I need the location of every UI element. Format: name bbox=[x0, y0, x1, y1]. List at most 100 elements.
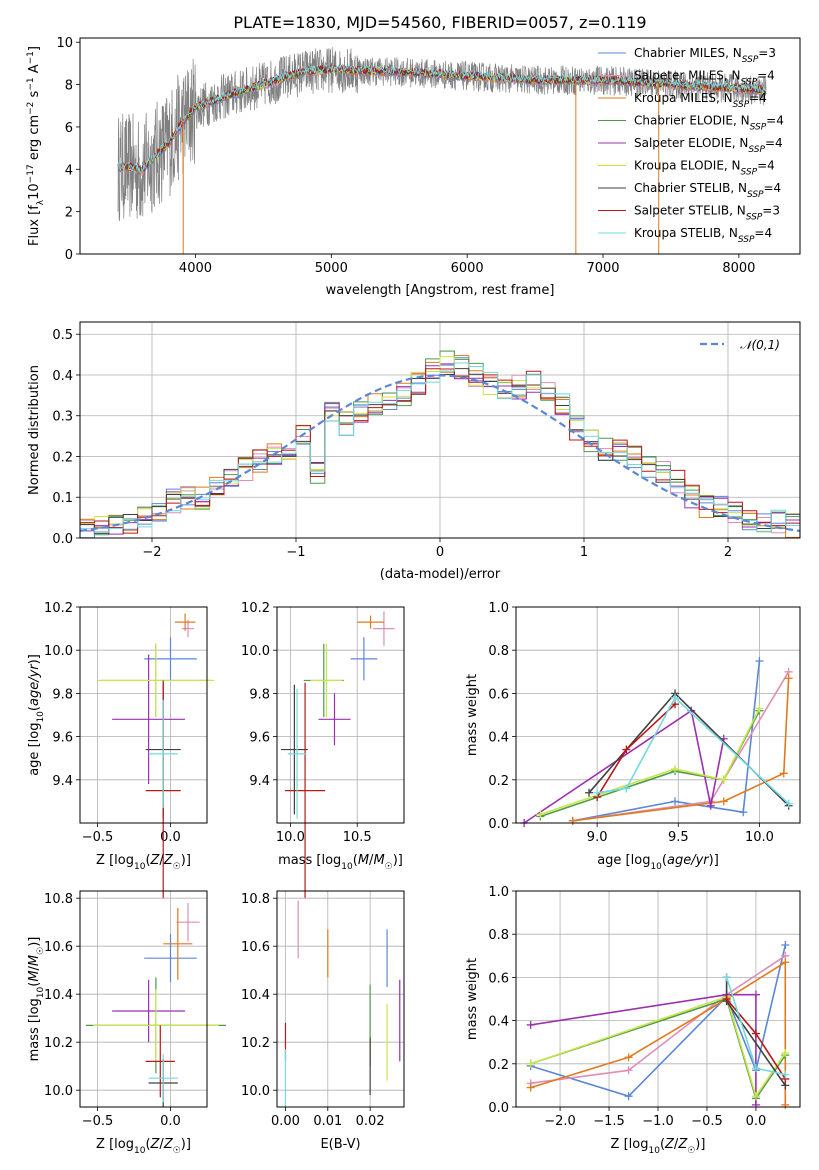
mass-weight-marker bbox=[722, 973, 731, 982]
axes-frame bbox=[515, 890, 801, 1108]
y-tick-label: 10.0 bbox=[44, 1084, 73, 1099]
x-axis-label: age [log10(age/yr)] bbox=[597, 853, 719, 872]
mass-weight-marker bbox=[671, 797, 680, 806]
y-tick-label: 0.8 bbox=[488, 644, 509, 659]
x-tick-label: 0 bbox=[436, 545, 444, 560]
y-tick-label: 0.4 bbox=[488, 1015, 509, 1030]
chart-mass-weight-vs-age: 9.0 9.5 10.0 0.0 0.2 0.4 0.6 0.8 1.0 age [log10(a… bbox=[465, 601, 801, 872]
mass-weight-marker bbox=[593, 788, 602, 797]
mass-weight-line bbox=[596, 696, 790, 805]
chart-spectrum: 4000 5000 6000 7000 8000 0 2 4 6 8 10 wavelength [A… bbox=[26, 36, 801, 298]
x-tick-label: 0.00 bbox=[271, 1114, 300, 1129]
axes-frame bbox=[79, 37, 801, 255]
chart-age-vs-metallicity: −0.5 0.0 9.4 9.6 9.8 10.0 10.2 Z [log10(Z/Z☉)] a… bbox=[27, 601, 215, 899]
mass-weight-marker bbox=[755, 657, 764, 665]
y-tick-label: 2 bbox=[65, 206, 73, 221]
x-tick-label: 0.0 bbox=[746, 1114, 767, 1129]
legend-entry: Kroupa MILES, NSSP=4 bbox=[634, 91, 767, 110]
mass-weight-marker bbox=[568, 816, 577, 825]
x-tick-label: −0.5 bbox=[691, 1114, 723, 1129]
legend-entry: 𝒩(0,1) bbox=[740, 338, 780, 352]
x-tick-label: 9.0 bbox=[587, 830, 608, 845]
mass-weight-line bbox=[540, 708, 761, 816]
mass-weight-marker bbox=[751, 990, 760, 999]
x-tick-label: 2 bbox=[724, 545, 732, 560]
chart-residual-histogram: −2 −1 0 1 2 0.0 0.1 0.2 0.3 0.4 0.5 𝒩(0,1) (data-mod… bbox=[27, 321, 801, 582]
y-axis-label: mass weight bbox=[465, 674, 480, 756]
x-axis-label: E(B-V) bbox=[320, 1137, 360, 1152]
y-axis-label: Normed distribution bbox=[27, 365, 42, 495]
y-tick-label: 9.6 bbox=[249, 731, 270, 746]
axes-frame bbox=[276, 890, 405, 1108]
y-tick-label: 1.0 bbox=[488, 885, 509, 900]
y-tick-label: 0.8 bbox=[488, 928, 509, 943]
y-axis-label: age [log10(age/yr)] bbox=[27, 654, 46, 776]
y-tick-label: 4 bbox=[65, 163, 73, 178]
legend-entry: Chabrier STELIB, NSSP=4 bbox=[634, 181, 781, 200]
mass-weight-line bbox=[530, 955, 786, 1084]
mass-weight-marker bbox=[781, 958, 790, 967]
mass-weight-marker bbox=[624, 1066, 633, 1075]
y-tick-label: 0.3 bbox=[52, 410, 73, 425]
legend-entry: Chabrier MILES, NSSP=3 bbox=[634, 46, 776, 65]
y-tick-label: 9.4 bbox=[249, 774, 270, 789]
x-tick-label: −0.5 bbox=[82, 830, 114, 845]
histogram-step-line bbox=[80, 362, 800, 538]
x-tick-label: 0.01 bbox=[313, 1114, 342, 1129]
y-tick-label: 0.5 bbox=[52, 328, 73, 343]
mass-weight-marker bbox=[622, 784, 631, 793]
legend-entry: Salpeter MILES, NSSP=4 bbox=[634, 69, 775, 88]
x-tick-label: 0.0 bbox=[160, 830, 181, 845]
x-tick-label: −2 bbox=[142, 545, 161, 560]
x-tick-label: 10.0 bbox=[276, 830, 305, 845]
x-tick-label: 0.02 bbox=[356, 1114, 385, 1129]
mass-weight-marker bbox=[779, 769, 788, 778]
x-tick-label: 0.0 bbox=[160, 1114, 181, 1129]
y-tick-label: 0.0 bbox=[488, 817, 509, 832]
x-tick-label: 9.5 bbox=[668, 830, 689, 845]
y-tick-label: 6 bbox=[65, 121, 73, 136]
x-tick-label: 5000 bbox=[315, 261, 348, 276]
legend-entry: Salpeter STELIB, NSSP=3 bbox=[634, 204, 780, 223]
mass-weight-marker bbox=[624, 1053, 633, 1062]
mass-weight-marker bbox=[624, 1092, 633, 1101]
mass-weight-line bbox=[523, 709, 725, 824]
y-tick-label: 10 bbox=[56, 36, 73, 51]
histogram-step-line bbox=[80, 368, 800, 538]
histogram-area bbox=[80, 350, 800, 538]
mass-weight-line bbox=[572, 678, 790, 822]
y-tick-label: 0.1 bbox=[52, 491, 73, 506]
mass-weight-marker bbox=[784, 799, 793, 808]
y-axis-label: mass weight bbox=[465, 958, 480, 1040]
chart-age-vs-mass: 10.0 10.5 9.4 9.6 9.8 10.0 10.2 mass [log10(M/M… bbox=[241, 601, 405, 899]
x-axis-label: mass [log10(M/M☉)] bbox=[278, 853, 403, 872]
x-tick-label: 6000 bbox=[451, 261, 484, 276]
y-axis-label: Flux [fλ10−17 erg cm−2 s−1 A−1] bbox=[26, 46, 46, 246]
x-tick-label: −1 bbox=[286, 545, 305, 560]
y-tick-label: 0.6 bbox=[488, 687, 509, 702]
y-tick-label: 10.0 bbox=[241, 1084, 270, 1099]
mass-weight-marker bbox=[751, 1029, 760, 1038]
x-axis-label: (data-model)/error bbox=[380, 567, 501, 582]
y-tick-label: 0.6 bbox=[488, 971, 509, 986]
legend-entry: Salpeter ELODIE, NSSP=4 bbox=[634, 136, 783, 155]
y-tick-label: 9.4 bbox=[52, 774, 73, 789]
y-tick-label: 0.4 bbox=[52, 369, 73, 384]
y-tick-label: 9.8 bbox=[52, 687, 73, 702]
mass-weight-marker bbox=[526, 1020, 535, 1029]
mass-weight-marker bbox=[671, 765, 680, 773]
y-tick-label: 0.2 bbox=[488, 1058, 509, 1073]
mass-weight-marker bbox=[781, 1049, 790, 1057]
y-tick-label: 0.2 bbox=[52, 450, 73, 465]
axes-frame bbox=[79, 606, 208, 824]
y-tick-label: 0.0 bbox=[488, 1101, 509, 1116]
y-tick-label: 10.8 bbox=[241, 892, 270, 907]
axes-frame bbox=[79, 321, 801, 539]
y-tick-label: 10.2 bbox=[44, 601, 73, 616]
y-axis-label: mass [log10(M/M☉)] bbox=[27, 937, 46, 1062]
mass-weight-marker bbox=[536, 810, 545, 819]
y-tick-label: 9.6 bbox=[52, 731, 73, 746]
chart-mass-weight-vs-metallicity: −2.0 −1.5 −1.0 −0.5 0.0 0.0 0.2 0.4 0.6 0.8 1.0 Z [… bbox=[465, 885, 801, 1156]
y-tick-label: 0 bbox=[65, 248, 73, 263]
